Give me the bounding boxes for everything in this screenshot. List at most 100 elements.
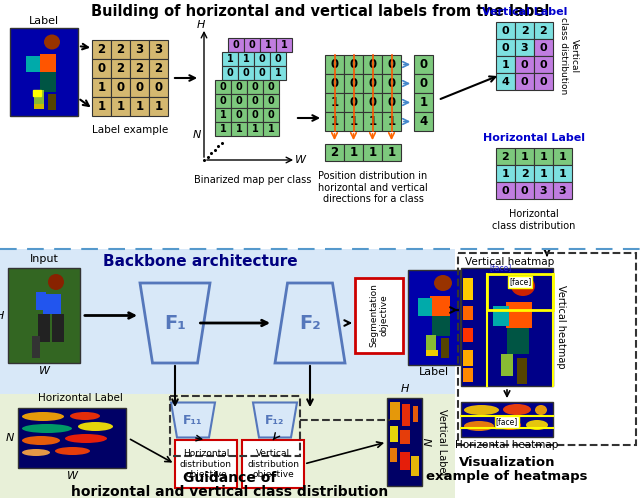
Bar — [111, 97, 130, 116]
Bar — [222, 66, 238, 80]
Text: F₂: F₂ — [299, 314, 321, 333]
Bar — [534, 56, 553, 73]
Bar — [260, 38, 276, 52]
Bar — [92, 59, 111, 78]
Text: 0: 0 — [154, 81, 163, 94]
Bar — [344, 112, 363, 131]
Bar — [48, 94, 56, 110]
Bar — [363, 55, 382, 74]
Bar — [463, 328, 473, 342]
Text: 0: 0 — [252, 96, 259, 106]
Text: 0: 0 — [259, 54, 266, 64]
Bar — [276, 38, 292, 52]
Text: Segmentation
objective: Segmentation objective — [369, 283, 388, 348]
Bar — [254, 66, 270, 80]
Text: 0: 0 — [268, 110, 275, 120]
Bar — [52, 314, 64, 342]
Ellipse shape — [22, 436, 60, 445]
Text: 1: 1 — [502, 59, 509, 70]
Bar — [238, 52, 254, 66]
Text: 0: 0 — [116, 81, 125, 94]
Text: 3: 3 — [136, 43, 143, 56]
Text: 0: 0 — [540, 77, 547, 87]
Text: 1: 1 — [264, 40, 271, 50]
Ellipse shape — [70, 412, 100, 420]
Bar — [534, 182, 553, 199]
Text: 1: 1 — [97, 81, 106, 94]
Text: 0: 0 — [540, 59, 547, 70]
Bar — [534, 22, 553, 39]
Bar — [38, 314, 50, 342]
Text: 2: 2 — [116, 62, 125, 75]
Bar — [382, 93, 401, 112]
Bar — [130, 78, 149, 97]
Text: 0: 0 — [220, 82, 227, 92]
Text: Horizontal
distribution
objective: Horizontal distribution objective — [180, 449, 232, 479]
Text: 2: 2 — [136, 62, 143, 75]
Bar — [496, 73, 515, 90]
Text: W: W — [38, 366, 49, 376]
Bar — [111, 40, 130, 59]
Bar — [553, 165, 572, 182]
Ellipse shape — [464, 421, 494, 431]
Text: 1: 1 — [369, 146, 376, 159]
Text: 1: 1 — [559, 168, 566, 178]
Text: 0: 0 — [369, 58, 376, 71]
Bar — [400, 452, 410, 470]
Bar — [325, 55, 344, 74]
Text: 1: 1 — [330, 115, 339, 128]
Bar — [0, 249, 455, 394]
Bar — [496, 22, 515, 39]
Bar — [382, 74, 401, 93]
Bar — [18, 408, 126, 468]
Bar — [496, 165, 515, 182]
Bar — [231, 80, 247, 94]
Bar — [414, 112, 433, 131]
Text: H: H — [400, 384, 409, 394]
Text: 1: 1 — [419, 96, 428, 109]
Text: 0: 0 — [252, 110, 259, 120]
Bar — [515, 182, 534, 199]
Text: [face]: [face] — [509, 277, 531, 286]
Bar — [10, 28, 78, 116]
Bar — [441, 338, 449, 358]
Bar — [0, 394, 455, 498]
Text: Backbone architecture: Backbone architecture — [102, 253, 298, 268]
Text: 2: 2 — [97, 43, 106, 56]
Text: Vertical
class distribution: Vertical class distribution — [559, 17, 579, 95]
Text: 0: 0 — [349, 96, 358, 109]
Text: N: N — [6, 433, 14, 443]
Polygon shape — [140, 283, 210, 363]
Text: Horizontal Label: Horizontal Label — [483, 133, 585, 143]
Bar — [413, 406, 418, 422]
Text: F₁₁: F₁₁ — [183, 413, 203, 426]
Bar — [215, 80, 231, 94]
Bar — [506, 302, 532, 328]
Text: 1: 1 — [275, 68, 282, 78]
Bar — [222, 52, 238, 66]
Text: 0: 0 — [540, 42, 547, 52]
Text: Vertical
distribution
objective: Vertical distribution objective — [247, 449, 299, 479]
Text: 0: 0 — [502, 42, 509, 52]
Bar — [408, 270, 460, 365]
Text: 0: 0 — [252, 82, 259, 92]
Bar — [496, 182, 515, 199]
Text: F₁: F₁ — [164, 314, 186, 333]
Text: 1: 1 — [349, 146, 358, 159]
Bar — [390, 426, 398, 442]
Bar — [247, 94, 263, 108]
Bar — [507, 328, 529, 354]
Text: 0: 0 — [220, 96, 227, 106]
Bar — [130, 97, 149, 116]
Bar — [149, 97, 168, 116]
Ellipse shape — [22, 412, 64, 421]
Bar — [344, 55, 363, 74]
Bar — [455, 249, 640, 498]
Text: 1: 1 — [154, 100, 163, 113]
Ellipse shape — [22, 424, 72, 433]
Text: 0: 0 — [369, 96, 376, 109]
Text: 1: 1 — [559, 151, 566, 161]
Bar — [493, 306, 509, 326]
Text: 3: 3 — [559, 185, 566, 196]
Bar — [8, 268, 80, 363]
